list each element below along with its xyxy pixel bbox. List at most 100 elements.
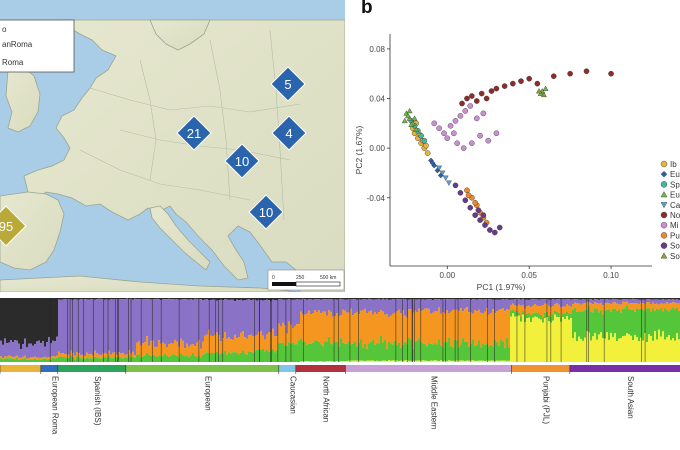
admixture-column bbox=[90, 358, 92, 362]
admixture-column bbox=[266, 334, 268, 350]
admixture-column bbox=[64, 354, 66, 357]
legend-swatch bbox=[661, 232, 667, 238]
admixture-column bbox=[424, 344, 426, 360]
admixture-column bbox=[650, 298, 652, 299]
admixture-column bbox=[474, 298, 476, 299]
panel-b-label: b bbox=[361, 0, 373, 19]
admixture-column bbox=[508, 347, 510, 361]
data-point bbox=[446, 181, 451, 186]
admixture-column bbox=[370, 311, 372, 342]
admixture-column bbox=[606, 299, 608, 303]
admixture-column bbox=[244, 353, 246, 362]
admixture-column bbox=[46, 358, 48, 359]
admixture-column bbox=[458, 299, 460, 311]
admixture-column bbox=[328, 298, 330, 299]
admixture-column bbox=[396, 361, 398, 362]
admixture-column bbox=[424, 298, 426, 300]
admixture-column bbox=[202, 300, 204, 341]
admixture-column bbox=[346, 313, 348, 344]
admixture-column bbox=[574, 303, 576, 308]
admixture-column bbox=[508, 300, 510, 310]
admixture-column bbox=[44, 298, 46, 347]
admixture-column bbox=[652, 308, 654, 340]
admixture-column bbox=[408, 298, 410, 300]
population-color-bar bbox=[345, 365, 511, 372]
y-tick-label: 0.00 bbox=[369, 144, 385, 153]
admixture-column bbox=[582, 298, 584, 299]
y-axis-label: PC2 (1.67%) bbox=[354, 126, 364, 175]
admixture-column bbox=[28, 360, 30, 362]
admixture-column bbox=[40, 358, 42, 360]
admixture-column bbox=[230, 298, 232, 300]
admixture-column bbox=[488, 299, 490, 314]
admixture-column bbox=[262, 300, 264, 335]
sample-count-label: 10 bbox=[235, 154, 249, 169]
admixture-column bbox=[534, 317, 536, 362]
admixture-column bbox=[532, 299, 534, 306]
admixture-column bbox=[432, 344, 434, 361]
admixture-column bbox=[12, 298, 14, 342]
admixture-column bbox=[662, 299, 664, 303]
admixture-column bbox=[42, 357, 44, 359]
admixture-column bbox=[658, 300, 660, 305]
admixture-column bbox=[318, 342, 320, 362]
admixture-column bbox=[418, 338, 420, 360]
legend-swatch bbox=[661, 202, 667, 207]
admixture-column bbox=[204, 336, 206, 354]
admixture-column bbox=[238, 354, 240, 362]
admixture-column bbox=[114, 357, 116, 362]
admixture-column bbox=[374, 345, 376, 361]
admixture-column bbox=[496, 342, 498, 361]
admixture-column bbox=[488, 361, 490, 362]
admixture-column bbox=[514, 298, 516, 299]
admixture-column bbox=[282, 298, 284, 300]
admixture-column bbox=[326, 361, 328, 362]
admixture-column bbox=[510, 299, 512, 304]
admixture-column bbox=[228, 352, 230, 362]
admixture-column bbox=[336, 300, 338, 314]
admixture-column bbox=[544, 313, 546, 318]
data-point bbox=[486, 138, 491, 143]
admixture-column bbox=[344, 298, 346, 300]
admixture-column bbox=[600, 310, 602, 332]
admixture-column bbox=[192, 300, 194, 344]
admixture-column bbox=[504, 311, 506, 348]
admixture-column bbox=[628, 309, 630, 334]
admixture-column bbox=[600, 332, 602, 362]
admixture-column bbox=[266, 298, 268, 299]
admixture-column bbox=[150, 299, 152, 341]
admixture-column bbox=[422, 298, 424, 299]
admixture-column bbox=[494, 361, 496, 362]
admixture-column bbox=[574, 299, 576, 303]
admixture-column bbox=[322, 298, 324, 299]
admixture-column bbox=[182, 341, 184, 356]
admixture-column bbox=[658, 305, 660, 310]
admixture-column bbox=[330, 361, 332, 362]
admixture-column bbox=[24, 358, 26, 362]
admixture-column bbox=[320, 298, 322, 300]
data-point bbox=[463, 198, 468, 203]
admixture-column bbox=[156, 299, 158, 347]
admixture-column bbox=[660, 308, 662, 336]
admixture-column bbox=[162, 298, 164, 299]
admixture-column bbox=[528, 300, 530, 306]
admixture-column bbox=[188, 358, 190, 362]
admixture-column bbox=[506, 338, 508, 361]
admixture-column bbox=[354, 313, 356, 341]
admixture-column bbox=[588, 298, 590, 299]
admixture-column bbox=[482, 298, 484, 299]
admixture-column bbox=[672, 308, 674, 338]
admixture-column bbox=[416, 312, 418, 341]
admixture-column bbox=[662, 298, 664, 299]
admixture-column bbox=[444, 361, 446, 362]
admixture-column bbox=[314, 310, 316, 340]
admixture-column bbox=[390, 299, 392, 315]
scale-label: 500 km bbox=[320, 275, 336, 281]
admixture-column bbox=[214, 335, 216, 354]
admixture-column bbox=[548, 315, 550, 321]
admixture-column bbox=[334, 299, 336, 316]
admixture-column bbox=[230, 339, 232, 354]
admixture-column bbox=[292, 328, 294, 343]
admixture-column bbox=[72, 357, 74, 362]
admixture-column bbox=[294, 326, 296, 345]
